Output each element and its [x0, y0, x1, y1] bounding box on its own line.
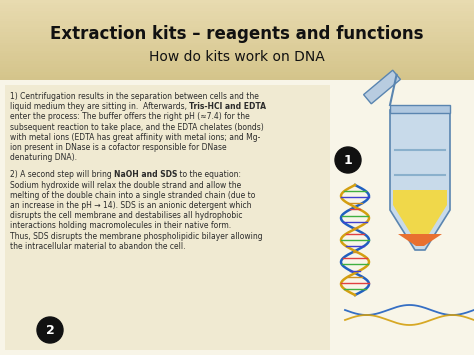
FancyBboxPatch shape [0, 59, 474, 61]
FancyBboxPatch shape [5, 85, 330, 350]
FancyBboxPatch shape [0, 5, 474, 8]
FancyBboxPatch shape [0, 45, 474, 48]
FancyBboxPatch shape [0, 19, 474, 21]
FancyBboxPatch shape [0, 51, 474, 53]
FancyBboxPatch shape [0, 24, 474, 27]
FancyBboxPatch shape [0, 72, 474, 75]
Text: ion present in DNase is a cofactor responsible for DNase: ion present in DNase is a cofactor respo… [10, 143, 227, 152]
Circle shape [37, 317, 63, 343]
Text: an increase in the pH → 14). SDS is an anionic detergent which: an increase in the pH → 14). SDS is an a… [10, 201, 252, 210]
Text: Sodium hydroxide will relax the double strand and allow the: Sodium hydroxide will relax the double s… [10, 181, 241, 190]
Text: subsequent reaction to take place, and the EDTA chelates (bonds): subsequent reaction to take place, and t… [10, 122, 264, 132]
FancyBboxPatch shape [0, 61, 474, 64]
Polygon shape [364, 70, 401, 104]
FancyBboxPatch shape [0, 75, 474, 77]
Text: disrupts the cell membrane and destabilises all hydrophobic: disrupts the cell membrane and destabili… [10, 211, 243, 220]
Text: to the equation:: to the equation: [177, 170, 241, 179]
Text: liquid medium they are sitting in.  Afterwards,: liquid medium they are sitting in. After… [10, 102, 190, 111]
Text: interactions holding macromolecules in their native form.: interactions holding macromolecules in t… [10, 222, 231, 230]
FancyBboxPatch shape [0, 0, 474, 3]
Text: 1) Centrifugation results in the separation between cells and the: 1) Centrifugation results in the separat… [10, 92, 259, 101]
FancyBboxPatch shape [0, 69, 474, 72]
FancyBboxPatch shape [0, 56, 474, 59]
FancyBboxPatch shape [0, 8, 474, 11]
Text: with metal ions (EDTA has great affinity with metal ions; and Mg-: with metal ions (EDTA has great affinity… [10, 133, 260, 142]
Polygon shape [398, 234, 442, 246]
FancyBboxPatch shape [0, 29, 474, 32]
Text: enter the process: The buffer offers the right pH (≈7.4) for the: enter the process: The buffer offers the… [10, 113, 250, 121]
FancyBboxPatch shape [0, 40, 474, 43]
FancyBboxPatch shape [0, 37, 474, 40]
Text: Tris-HCl and EDTA: Tris-HCl and EDTA [190, 102, 266, 111]
FancyBboxPatch shape [0, 11, 474, 13]
Text: NaOH and SDS: NaOH and SDS [114, 170, 177, 179]
FancyBboxPatch shape [0, 27, 474, 29]
FancyBboxPatch shape [0, 67, 474, 69]
FancyBboxPatch shape [0, 48, 474, 51]
Circle shape [335, 147, 361, 173]
Polygon shape [393, 190, 447, 242]
Text: melting of the double chain into a single stranded chain (due to: melting of the double chain into a singl… [10, 191, 255, 200]
FancyBboxPatch shape [0, 77, 474, 80]
Text: 1: 1 [344, 153, 352, 166]
FancyBboxPatch shape [0, 3, 474, 5]
FancyBboxPatch shape [0, 21, 474, 24]
Text: the intracellular material to abandon the cell.: the intracellular material to abandon th… [10, 242, 185, 251]
FancyBboxPatch shape [0, 13, 474, 16]
Text: Thus, SDS disrupts the membrane phospholipidic bilayer allowing: Thus, SDS disrupts the membrane phosphol… [10, 231, 263, 241]
Text: 2) A second step will bring: 2) A second step will bring [10, 170, 114, 179]
FancyBboxPatch shape [0, 43, 474, 45]
FancyBboxPatch shape [0, 53, 474, 56]
FancyBboxPatch shape [390, 105, 450, 113]
Polygon shape [390, 110, 450, 250]
Text: denaturing DNA).: denaturing DNA). [10, 153, 77, 162]
FancyBboxPatch shape [0, 35, 474, 37]
FancyBboxPatch shape [0, 16, 474, 19]
FancyBboxPatch shape [0, 32, 474, 35]
Text: How do kits work on DNA: How do kits work on DNA [149, 50, 325, 64]
FancyBboxPatch shape [0, 64, 474, 67]
Text: 2: 2 [46, 323, 55, 337]
Text: Extraction kits – reagents and functions: Extraction kits – reagents and functions [50, 25, 424, 43]
